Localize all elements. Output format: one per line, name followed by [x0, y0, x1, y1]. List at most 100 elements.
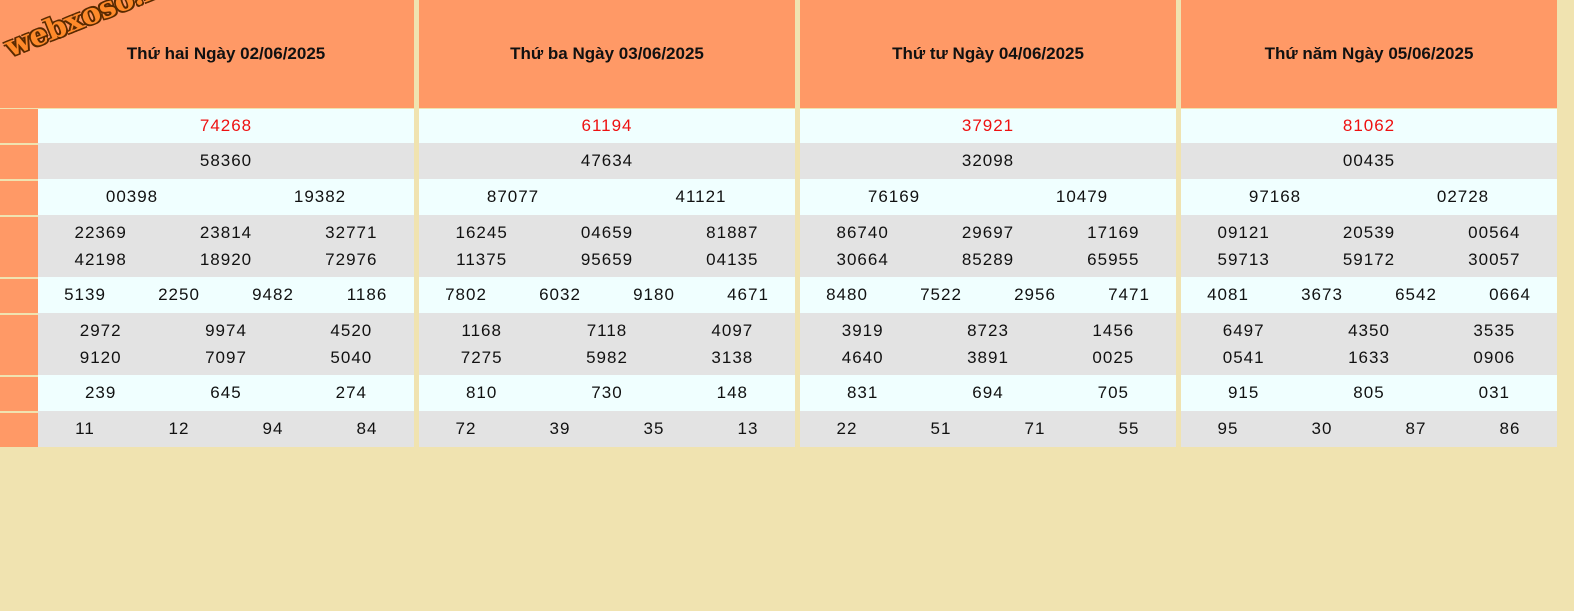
special-prize-row: 61194	[419, 109, 795, 143]
prize-number: 4671	[727, 285, 769, 304]
seventh-prize-row: 95 30 87 86	[1181, 411, 1557, 447]
prize-number: 18920	[199, 249, 253, 269]
result-column-2: Thứ ba Ngày 03/06/2025 61194 47634 87077…	[419, 0, 795, 447]
side-header-cell	[0, 0, 38, 108]
prize-number: 1186	[346, 285, 388, 304]
fifth-prize-row: 3919 8723 1456 4640 3891 0025	[800, 313, 1176, 375]
sixth-prize-row: 831 694 705	[800, 375, 1176, 411]
prize-number: 09121	[1217, 222, 1270, 242]
prize-number: 8480	[826, 285, 868, 304]
prize-number: 239	[84, 383, 117, 402]
prize-number: 22369	[74, 222, 127, 242]
first-prize-row: 00435	[1181, 143, 1557, 179]
prize-number: 72	[455, 419, 477, 438]
prize-number: 645	[210, 383, 242, 402]
prize-number: 5982	[586, 347, 628, 367]
prize-number: 00398	[105, 187, 159, 206]
prize-number: 915	[1227, 383, 1260, 402]
column-date-header: Thứ tư Ngày 04/06/2025	[800, 0, 1176, 108]
prize-number: 1633	[1348, 347, 1390, 367]
seventh-prize-row: 11 12 94 84	[38, 411, 414, 447]
fourth-prize-row: 8480 7522 2956 7471	[800, 277, 1176, 313]
prize-number: 23814	[199, 222, 253, 242]
special-prize-number: 37921	[961, 116, 1015, 135]
prize-number: 04659	[580, 222, 634, 242]
second-prize-row: 97168 02728	[1181, 179, 1557, 215]
prize-number: 04135	[706, 249, 759, 269]
prize-number: 76169	[867, 187, 921, 206]
prize-number: 85289	[961, 249, 1015, 269]
special-prize-number: 61194	[581, 116, 633, 135]
prize-number: 95	[1217, 419, 1239, 438]
prize-number: 5040	[330, 347, 373, 367]
prize-number: 17169	[1087, 222, 1140, 242]
fourth-prize-row: 4081 3673 6542 0664	[1181, 277, 1557, 313]
first-prize-number: 47634	[580, 151, 634, 170]
column-date-header: Thứ ba Ngày 03/06/2025	[419, 0, 795, 108]
prize-number: 4350	[1348, 320, 1390, 340]
prize-number: 30057	[1468, 249, 1521, 269]
second-prize-row: 00398 19382	[38, 179, 414, 215]
prize-number: 274	[335, 383, 367, 402]
prize-number: 694	[972, 383, 1004, 402]
side-cell-fifth	[0, 315, 38, 375]
prize-number: 3919	[841, 320, 884, 340]
prize-number: 32771	[325, 222, 378, 242]
prize-number: 2250	[158, 285, 200, 304]
result-column-4: Thứ năm Ngày 05/06/2025 81062 00435 9716…	[1181, 0, 1557, 447]
column-date-header: Thứ năm Ngày 05/06/2025	[1181, 0, 1557, 108]
prize-number: 81887	[706, 222, 759, 242]
prize-number: 72976	[325, 249, 378, 269]
prize-number: 6542	[1395, 285, 1437, 304]
sixth-prize-row: 239 645 274	[38, 375, 414, 411]
second-prize-row: 76169 10479	[800, 179, 1176, 215]
prize-number: 87	[1405, 419, 1427, 438]
special-prize-row: 81062	[1181, 109, 1557, 143]
prize-number: 55	[1118, 419, 1140, 438]
first-prize-number: 00435	[1342, 151, 1396, 170]
prize-number: 4640	[841, 347, 884, 367]
third-prize-row: 16245 04659 81887 11375 95659 04135	[419, 215, 795, 277]
prize-label-column	[0, 0, 38, 451]
prize-number: 20539	[1342, 222, 1396, 242]
prize-number: 41121	[675, 187, 727, 206]
prize-number: 65955	[1087, 249, 1140, 269]
prize-number: 86740	[836, 222, 889, 242]
prize-number: 6032	[539, 285, 581, 304]
prize-number: 29697	[961, 222, 1015, 242]
prize-number: 59172	[1342, 249, 1396, 269]
prize-number: 0025	[1092, 347, 1135, 367]
prize-number: 7118	[586, 320, 628, 340]
result-column-3: Thứ tư Ngày 04/06/2025 37921 32098 76169…	[800, 0, 1176, 447]
prize-number: 11375	[456, 249, 508, 269]
prize-number: 42198	[74, 249, 127, 269]
prize-number: 5139	[64, 285, 106, 304]
first-prize-number: 58360	[199, 151, 253, 170]
sixth-prize-row: 915 805 031	[1181, 375, 1557, 411]
fourth-prize-row: 7802 6032 9180 4671	[419, 277, 795, 313]
prize-number: 71	[1024, 419, 1046, 438]
prize-number: 7522	[920, 285, 962, 304]
first-prize-row: 47634	[419, 143, 795, 179]
prize-number: 0664	[1489, 285, 1531, 304]
prize-number: 9180	[633, 285, 675, 304]
prize-number: 3535	[1473, 320, 1516, 340]
prize-number: 16245	[455, 222, 508, 242]
prize-number: 8723	[967, 320, 1009, 340]
prize-number: 9120	[79, 347, 122, 367]
prize-number: 9974	[205, 320, 247, 340]
prize-number: 0541	[1222, 347, 1265, 367]
prize-number: 30	[1311, 419, 1333, 438]
prize-number: 3138	[711, 347, 754, 367]
prize-number: 12	[168, 419, 190, 438]
side-cell-second	[0, 181, 38, 215]
prize-number: 810	[465, 383, 498, 402]
side-cell-first	[0, 145, 38, 179]
special-prize-number: 81062	[1342, 116, 1396, 135]
third-prize-row: 86740 29697 17169 30664 85289 65955	[800, 215, 1176, 277]
prize-number: 730	[591, 383, 623, 402]
third-prize-row: 22369 23814 32771 42198 18920 72976	[38, 215, 414, 277]
first-prize-number: 32098	[961, 151, 1015, 170]
prize-number: 30664	[836, 249, 889, 269]
prize-number: 02728	[1436, 187, 1490, 206]
